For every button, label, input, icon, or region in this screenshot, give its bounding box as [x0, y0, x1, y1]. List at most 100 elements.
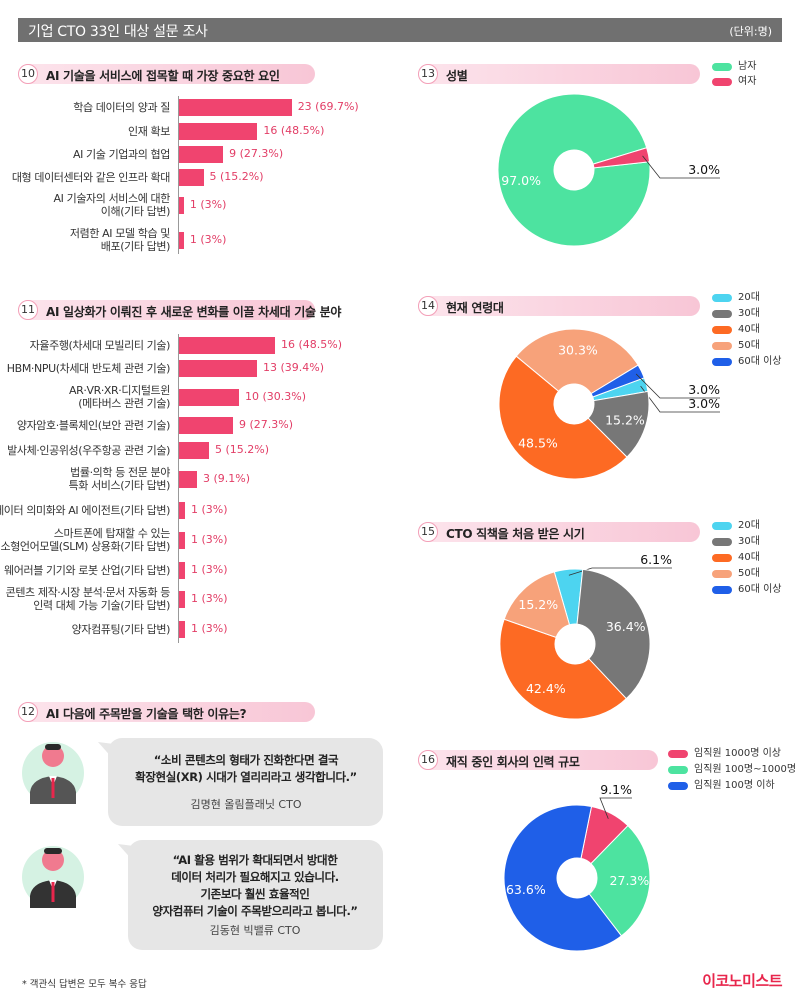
bar-value-label: 9 (27.3%): [229, 147, 284, 160]
avatar-2: [30, 848, 76, 908]
bar: [179, 122, 258, 140]
bar-value-label: 1 (3%): [191, 592, 228, 605]
q15-legend-swatch: [712, 586, 732, 594]
q13-legend-label: 남자: [738, 61, 757, 72]
bar-label: 데이터 의미화와 AI 에이전트(기타 답변): [0, 503, 170, 517]
bar-value-label: 1 (3%): [191, 622, 228, 635]
bar-value-label: 1 (3%): [189, 233, 227, 246]
footnote: * 객관식 답변은 모두 복수 응답: [22, 979, 147, 990]
q12-title: AI 다음에 주목받을 기술을 택한 이유는?: [46, 707, 247, 721]
q14-slice: [515, 328, 639, 395]
bar: [179, 531, 185, 549]
q14-legend-label: 40대: [738, 324, 760, 335]
q14-header: 14 현재 연령대: [418, 296, 700, 316]
q14-value-label: 48.5%: [518, 436, 558, 451]
q14-number: 14: [418, 296, 438, 316]
q14-legend-swatch: [712, 310, 732, 318]
q16-slice: [503, 804, 623, 952]
bar-value-label: 1 (3%): [189, 198, 227, 211]
q15-legend-label: 20대: [738, 520, 760, 531]
q15-legend-swatch: [712, 538, 732, 546]
q14-legend-label: 60대 이상: [738, 356, 782, 367]
q15-value-label: 6.1%: [640, 552, 672, 567]
bar-label: 대형 데이터센터와 같은 인프라 확대: [11, 170, 171, 184]
q13-header: 13 성별: [418, 64, 700, 84]
bar-value-label: 16 (48.5%): [281, 338, 343, 351]
q15-slice: [499, 618, 628, 720]
q12-header: 12 AI 다음에 주목받을 기술을 택한 이유는?: [18, 702, 315, 722]
q15-header-pill: [418, 522, 700, 542]
bar: [179, 388, 239, 406]
q14-value-label: 3.0%: [688, 396, 720, 411]
bar-label: 양자컴퓨팅(기타 답변): [71, 622, 171, 636]
bar-value-label: 1 (3%): [191, 503, 228, 516]
bar-value-label: 1 (3%): [191, 563, 228, 576]
bar-value-label: 3 (9.1%): [203, 472, 251, 485]
q14-legend-swatch: [712, 358, 732, 366]
bar: [179, 561, 185, 579]
q15-pie: 6.1% 36.4% 42.4% 15.2%: [499, 552, 672, 720]
q14-legend-label: 20대: [738, 292, 760, 303]
quote-1-tail: [98, 742, 114, 760]
q15-value-label: 42.4%: [526, 681, 566, 696]
q14-value-label: 15.2%: [605, 412, 645, 427]
q16-value-label: 27.3%: [610, 873, 650, 888]
q13-slice: [592, 147, 651, 169]
q16-value-label: 9.1%: [600, 782, 632, 797]
q14-value-label: 3.0%: [688, 382, 720, 397]
q15-title: CTO 직책을 처음 받은 시기: [446, 527, 585, 541]
unit-label: (단위:명): [729, 25, 772, 38]
q15-legend-swatch: [712, 522, 732, 530]
q16-legend-label: 임직원 1000명 이상: [694, 748, 782, 759]
bar-value-label: 5 (15.2%): [209, 170, 264, 183]
q14-legend-swatch: [712, 326, 732, 334]
q14-header-pill: [418, 296, 700, 316]
bar-label: 법률·의학 등 전문 분야 특화 서비스(기타 답변): [68, 466, 171, 492]
top-header: 기업 CTO 33인 대상 설문 조사 (단위:명): [0, 18, 800, 42]
q13-slice: [497, 93, 651, 247]
bar: [179, 590, 185, 608]
q14-legend-swatch: [712, 294, 732, 302]
publisher-logo: 이코노미스트: [702, 972, 782, 990]
bar: [179, 98, 292, 116]
q10-header-pill: [18, 64, 315, 84]
q15-legend-swatch: [712, 570, 732, 578]
q16-legend-label: 임직원 100명 이하: [694, 780, 775, 791]
bar-value-label: 13 (39.4%): [263, 361, 325, 374]
bar-value-label: 5 (15.2%): [215, 443, 270, 456]
quote-box-2: [128, 840, 383, 950]
bar-value-label: 10 (30.3%): [245, 390, 307, 403]
q12-header-pill: [18, 702, 315, 722]
bar: [179, 231, 184, 249]
q10-chart-axis: [178, 96, 179, 254]
q13-title: 성별: [446, 69, 468, 83]
q16-value-label: 63.6%: [506, 882, 546, 897]
q16-leader-line: [599, 797, 632, 819]
q16-number: 16: [418, 750, 438, 770]
q15-slice: [503, 571, 571, 639]
q15-legend-label: 60대 이상: [738, 584, 782, 595]
bar-label: 스마트폰에 탑재할 수 있는 소형언어모델(SLM) 상용화(기타 답변): [0, 527, 170, 553]
q16-title: 재직 중인 회사의 인력 규모: [446, 755, 580, 769]
q15-legend-swatch: [712, 554, 732, 562]
bar-label: 저렴한 AI 모델 학습 및 배포(기타 답변): [69, 227, 171, 253]
bar-label: 웨어러블 기기와 로봇 산업(기타 답변): [4, 563, 170, 577]
bar-label: AI 기술 기업과의 협업: [72, 147, 170, 161]
bar: [179, 196, 184, 214]
q13-pie: 97.0% 3.0%: [497, 93, 720, 247]
q11-number: 11: [18, 300, 38, 320]
q13-legend-swatch: [712, 78, 732, 86]
q13-legend-swatch: [712, 63, 732, 71]
quote-1-text: “소비 콘텐츠의 형태가 진화한다면 결국 확장현실(XR) 시대가 열리리라고 …: [135, 753, 357, 784]
bar: [179, 336, 275, 354]
bar: [179, 470, 197, 488]
bar-value-label: 1 (3%): [191, 533, 228, 546]
q16-legend-swatch: [668, 782, 688, 790]
q14-pie: 3.0% 15.2% 48.5% 30.3% 3.0%: [498, 328, 720, 480]
bar-label: AR·VR·XR·디지털트윈 (메타버스 관련 기술): [68, 384, 170, 410]
q14-slice: [590, 364, 645, 398]
q13-leader-line: [642, 155, 720, 179]
q16-header: 16 재직 중인 회사의 인력 규모: [418, 750, 658, 770]
q10-header: 10 AI 기술을 서비스에 접목할 때 가장 중요한 요인: [18, 64, 315, 84]
